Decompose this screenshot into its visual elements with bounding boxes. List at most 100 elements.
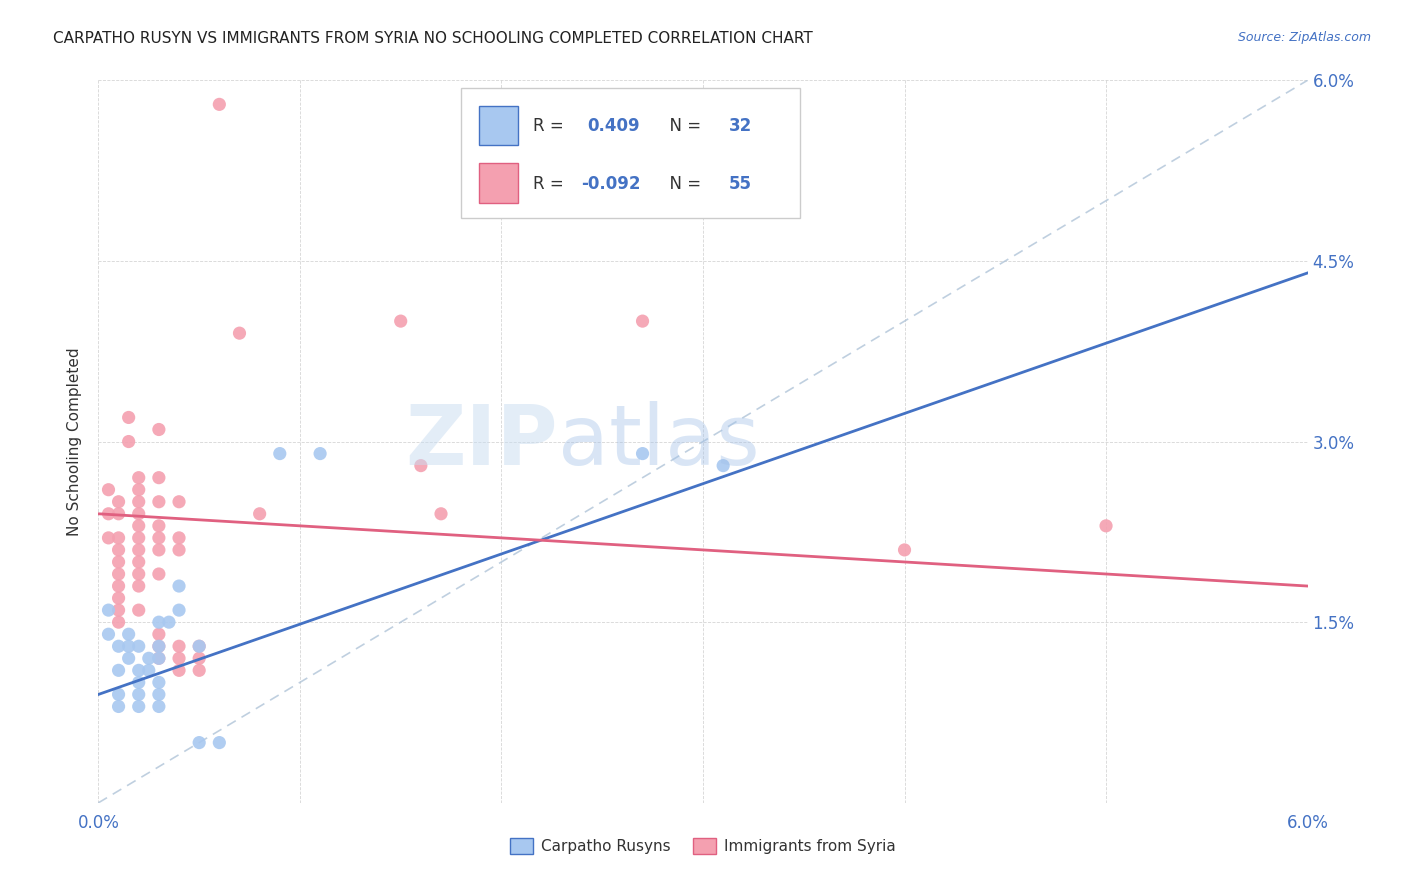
Point — [97, 603, 120, 617]
Point — [148, 639, 170, 653]
Point — [430, 507, 453, 521]
Point — [128, 518, 150, 533]
Point — [269, 446, 291, 460]
Point — [107, 687, 129, 701]
FancyBboxPatch shape — [479, 163, 517, 203]
Point — [107, 615, 129, 630]
Point — [107, 603, 129, 617]
FancyBboxPatch shape — [461, 87, 800, 218]
Point — [167, 603, 190, 617]
Point — [148, 615, 170, 630]
Point — [138, 664, 160, 678]
Point — [128, 567, 150, 582]
Point — [188, 664, 211, 678]
Point — [893, 542, 915, 557]
Text: 55: 55 — [728, 175, 751, 193]
Point — [128, 699, 150, 714]
Point — [309, 446, 332, 460]
Point — [128, 687, 150, 701]
Point — [711, 458, 734, 473]
Point — [97, 483, 120, 497]
Point — [107, 664, 129, 678]
Point — [97, 507, 120, 521]
Legend: Carpatho Rusyns, Immigrants from Syria: Carpatho Rusyns, Immigrants from Syria — [505, 832, 901, 860]
Point — [128, 603, 150, 617]
Point — [389, 314, 412, 328]
Point — [128, 531, 150, 545]
Point — [167, 639, 190, 653]
Point — [148, 542, 170, 557]
Point — [107, 579, 129, 593]
Point — [107, 567, 129, 582]
Point — [167, 494, 190, 508]
Point — [208, 735, 231, 749]
Point — [148, 639, 170, 653]
Point — [118, 627, 141, 641]
Point — [208, 97, 231, 112]
Point — [148, 627, 170, 641]
Point — [631, 446, 654, 460]
Point — [107, 542, 129, 557]
Point — [128, 470, 150, 484]
Point — [188, 639, 211, 653]
Point — [188, 735, 211, 749]
Point — [631, 314, 654, 328]
Point — [167, 531, 190, 545]
Point — [188, 651, 211, 665]
Point — [128, 664, 150, 678]
Point — [157, 615, 180, 630]
Point — [138, 651, 160, 665]
Y-axis label: No Schooling Completed: No Schooling Completed — [67, 347, 83, 536]
Point — [409, 458, 432, 473]
Point — [167, 651, 190, 665]
Point — [228, 326, 250, 340]
Point — [128, 675, 150, 690]
Point — [118, 434, 141, 449]
Point — [148, 699, 170, 714]
Text: atlas: atlas — [558, 401, 759, 482]
Text: R =: R = — [533, 117, 574, 135]
Text: 0.409: 0.409 — [586, 117, 640, 135]
Text: CARPATHO RUSYN VS IMMIGRANTS FROM SYRIA NO SCHOOLING COMPLETED CORRELATION CHART: CARPATHO RUSYN VS IMMIGRANTS FROM SYRIA … — [53, 31, 813, 46]
Point — [107, 639, 129, 653]
Point — [148, 494, 170, 508]
Point — [128, 555, 150, 569]
Point — [107, 531, 129, 545]
Text: N =: N = — [659, 175, 707, 193]
Text: ZIP: ZIP — [405, 401, 558, 482]
Point — [148, 651, 170, 665]
Text: 32: 32 — [728, 117, 752, 135]
Point — [107, 699, 129, 714]
FancyBboxPatch shape — [479, 105, 517, 145]
Point — [128, 494, 150, 508]
Point — [118, 651, 141, 665]
Point — [128, 483, 150, 497]
Point — [249, 507, 271, 521]
Point — [97, 531, 120, 545]
Point — [167, 542, 190, 557]
Point — [128, 639, 150, 653]
Point — [167, 579, 190, 593]
Point — [148, 675, 170, 690]
Text: N =: N = — [659, 117, 707, 135]
Point — [118, 639, 141, 653]
Point — [1095, 518, 1118, 533]
Point — [148, 687, 170, 701]
Point — [128, 579, 150, 593]
Point — [188, 639, 211, 653]
Point — [97, 627, 120, 641]
Point — [148, 531, 170, 545]
Text: Source: ZipAtlas.com: Source: ZipAtlas.com — [1237, 31, 1371, 45]
Point — [148, 518, 170, 533]
Point — [128, 507, 150, 521]
Point — [107, 494, 129, 508]
Point — [148, 422, 170, 436]
Point — [167, 664, 190, 678]
Point — [107, 555, 129, 569]
Point — [128, 542, 150, 557]
Point — [118, 410, 141, 425]
Point — [148, 567, 170, 582]
Text: -0.092: -0.092 — [581, 175, 640, 193]
Text: R =: R = — [533, 175, 568, 193]
Point — [148, 651, 170, 665]
